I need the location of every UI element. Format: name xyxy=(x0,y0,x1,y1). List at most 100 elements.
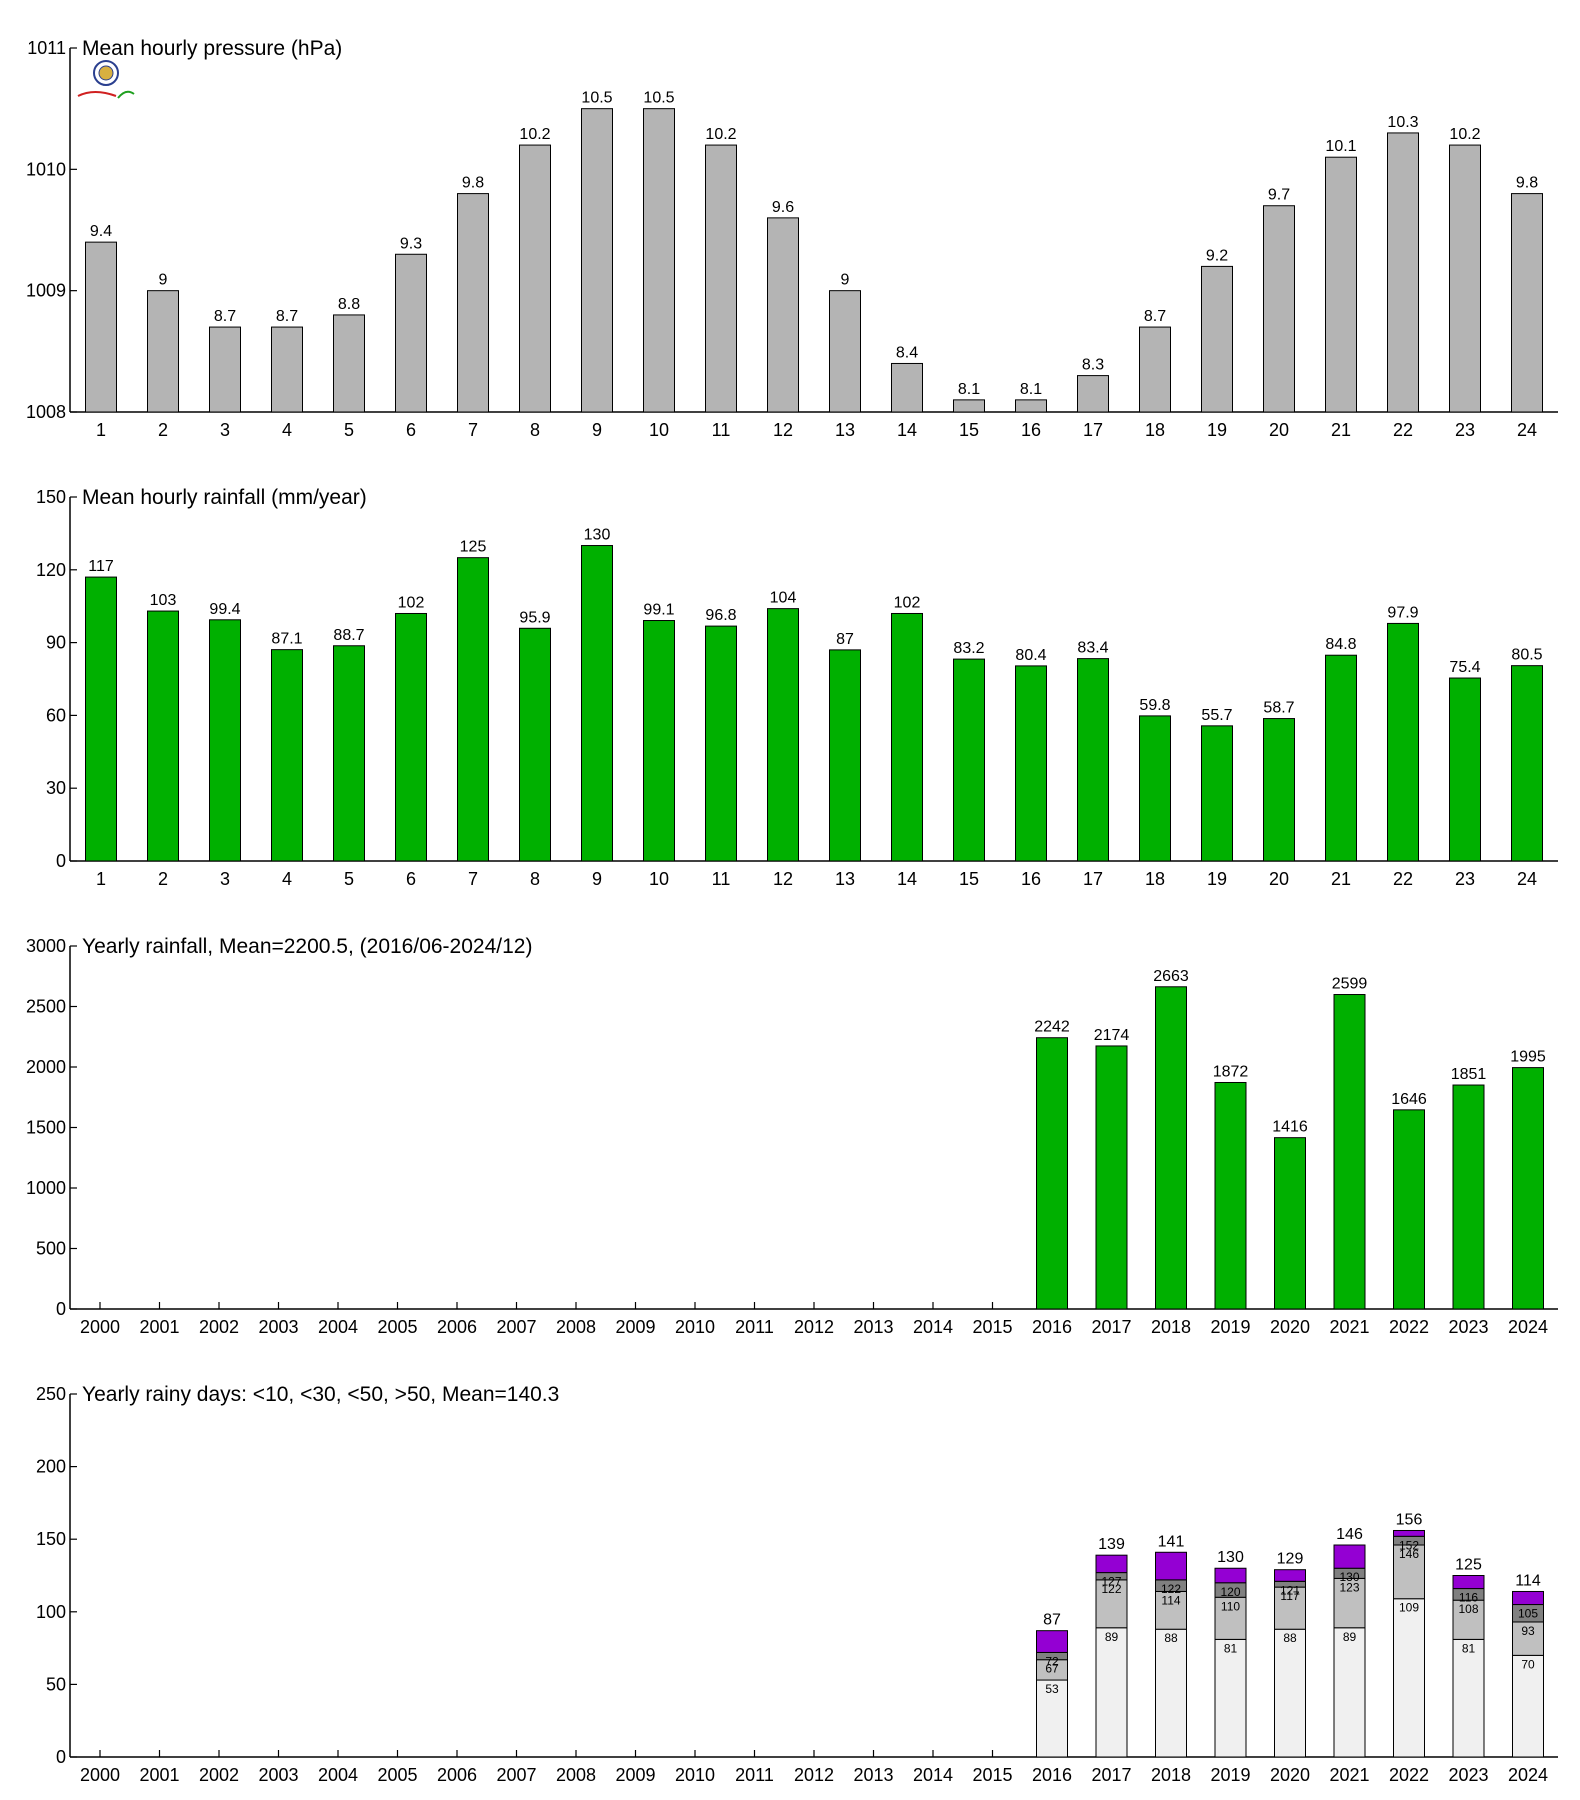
bar xyxy=(85,576,117,862)
segment-value-label: 72 xyxy=(1045,1654,1059,1668)
bar-value-label: 10.3 xyxy=(1387,114,1418,131)
bar xyxy=(1325,156,1357,413)
x-tick-label: 8 xyxy=(530,869,540,889)
bar xyxy=(1511,665,1543,862)
pressure-chart: Mean hourly pressure (hPa) 1008100910101… xyxy=(26,37,1558,440)
bar-value-label: 1646 xyxy=(1391,1091,1427,1108)
yearly-rainfall-chart-title: Yearly rainfall, Mean=2200.5, (2016/06-2… xyxy=(82,935,532,958)
bar xyxy=(1449,144,1481,413)
bar xyxy=(767,608,799,862)
bar-value-label: 80.5 xyxy=(1511,647,1542,664)
x-tick-label: 23 xyxy=(1455,420,1475,440)
bar xyxy=(829,649,861,862)
x-tick-label: 20 xyxy=(1269,420,1289,440)
x-tick-label: 2003 xyxy=(258,1765,298,1785)
x-tick-label: 2006 xyxy=(437,1765,477,1785)
stacked-bar-segment xyxy=(1155,1590,1187,1630)
bar xyxy=(1512,1067,1544,1310)
stacked-bar-segment xyxy=(1452,1575,1485,1590)
x-tick-label: 13 xyxy=(835,869,855,889)
bar-value-label: 10.5 xyxy=(581,90,612,107)
y-tick-label: 1500 xyxy=(26,1118,66,1138)
bar-value-label: 75.4 xyxy=(1449,659,1480,676)
bar-value-label: 9 xyxy=(841,272,850,289)
bar-value-label: 55.7 xyxy=(1201,707,1232,724)
x-tick-label: 5 xyxy=(344,869,354,889)
lab-logo xyxy=(77,60,135,99)
bar xyxy=(643,620,675,862)
x-tick-label: 2007 xyxy=(496,1317,536,1337)
bar-value-label: 10.2 xyxy=(705,126,736,143)
y-tick-label: 100 xyxy=(36,1602,66,1622)
bar xyxy=(1036,1037,1068,1310)
stacked-bar-segment xyxy=(1393,1598,1425,1758)
bar xyxy=(705,144,737,413)
segment-value-label: 122 xyxy=(1161,1582,1181,1596)
segment-value-label: 81 xyxy=(1462,1641,1476,1655)
x-tick-label: 2010 xyxy=(675,1317,715,1337)
stacked-bar-segment xyxy=(1393,1544,1425,1600)
bar xyxy=(1449,677,1481,862)
x-tick-label: 9 xyxy=(592,420,602,440)
stacked-bar-segment xyxy=(1214,1638,1247,1758)
x-tick-label: 8 xyxy=(530,420,540,440)
bar-value-label: 84.8 xyxy=(1325,636,1356,653)
yearly-rainy-days-chart: Yearly rainy days: <10, <30, <50, >50, M… xyxy=(36,1383,1558,1785)
y-tick-label: 3000 xyxy=(26,936,66,956)
x-tick-label: 22 xyxy=(1393,420,1413,440)
x-tick-label: 4 xyxy=(282,420,292,440)
bar xyxy=(147,610,179,862)
y-tick-label: 60 xyxy=(46,705,66,725)
bar xyxy=(1511,193,1543,413)
segment-value-label: 81 xyxy=(1224,1641,1238,1655)
bar xyxy=(953,399,985,413)
bar xyxy=(333,645,365,862)
segment-value-label: 89 xyxy=(1343,1630,1357,1644)
x-tick-label: 2 xyxy=(158,420,168,440)
y-tick-label: 1011 xyxy=(27,38,66,58)
y-tick-label: 250 xyxy=(36,1384,66,1404)
bar xyxy=(891,612,923,862)
x-tick-label: 9 xyxy=(592,869,602,889)
bar-value-label: 125 xyxy=(460,539,487,556)
bar xyxy=(1263,205,1295,413)
x-tick-label: 24 xyxy=(1517,869,1537,889)
bar xyxy=(1139,326,1171,413)
y-tick-label: 2500 xyxy=(26,997,66,1017)
bar-value-label: 2174 xyxy=(1094,1027,1130,1044)
y-tick-label: 1000 xyxy=(26,1178,66,1198)
bar-value-label: 9.3 xyxy=(400,235,422,252)
segment-value-label: 120 xyxy=(1220,1585,1240,1599)
x-tick-label: 2012 xyxy=(794,1765,834,1785)
segment-value-label: 130 xyxy=(1339,1570,1359,1584)
segment-value-label: 109 xyxy=(1399,1601,1419,1615)
bar-value-label: 8.1 xyxy=(958,381,980,398)
x-tick-label: 2016 xyxy=(1032,1317,1072,1337)
bar-value-label: 130 xyxy=(584,527,611,544)
bar xyxy=(581,108,613,413)
bar xyxy=(1201,725,1233,862)
bar-value-label: 10.2 xyxy=(1449,126,1480,143)
x-tick-label: 2003 xyxy=(258,1317,298,1337)
stacked-bar-segment xyxy=(1274,1628,1306,1758)
x-tick-label: 15 xyxy=(959,420,979,440)
x-tick-label: 2011 xyxy=(735,1765,774,1785)
y-tick-label: 150 xyxy=(36,1529,66,1549)
segment-value-label: 88 xyxy=(1164,1631,1178,1645)
bar-value-label: 88.7 xyxy=(333,627,364,644)
x-tick-label: 2019 xyxy=(1210,1765,1250,1785)
bar-value-label: 8.7 xyxy=(1144,308,1166,325)
x-tick-label: 2020 xyxy=(1270,1317,1310,1337)
x-tick-label: 2022 xyxy=(1389,1765,1429,1785)
bar xyxy=(147,290,179,413)
segment-value-label: 110 xyxy=(1221,1599,1240,1613)
bar xyxy=(519,627,551,862)
y-tick-label: 1009 xyxy=(26,281,66,301)
bar-value-label: 8.7 xyxy=(214,308,236,325)
x-tick-label: 24 xyxy=(1517,420,1537,440)
segment-value-label: 152 xyxy=(1399,1538,1419,1552)
bar-value-label: 99.1 xyxy=(643,602,674,619)
bar-value-label: 1872 xyxy=(1213,1063,1249,1080)
bar-value-label: 103 xyxy=(150,592,177,609)
